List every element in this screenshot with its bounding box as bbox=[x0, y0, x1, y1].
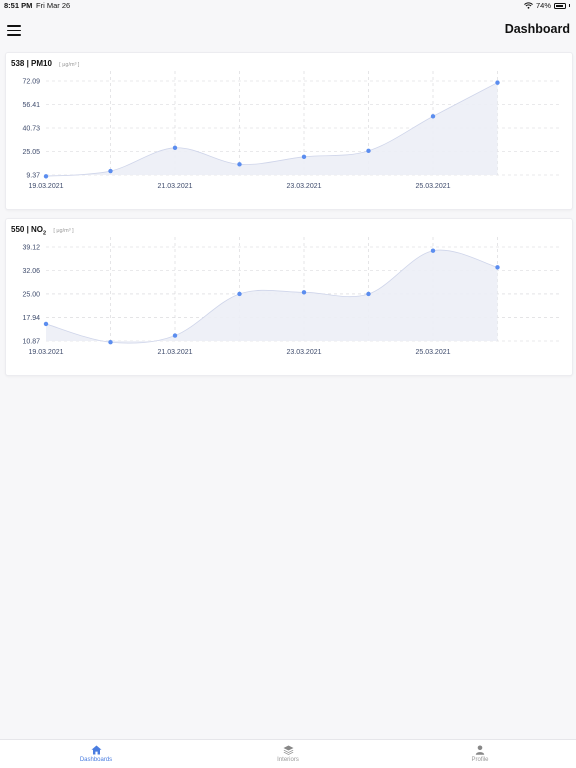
series-line bbox=[45, 249, 498, 344]
chart-title-prefix: 538 | bbox=[11, 59, 32, 68]
tab-label: Dashboards bbox=[79, 757, 113, 763]
y-tick-label: 72.09 bbox=[22, 79, 40, 86]
no2-chart[interactable]: 39.12 32.06 25.00 17.94 10.87 19.03.2021 21.03… bbox=[6, 219, 572, 375]
data-point bbox=[237, 162, 242, 167]
page-title: Dashboard bbox=[504, 22, 570, 36]
chart-title-sub: 2 bbox=[43, 230, 47, 237]
tab-profile[interactable]: Profile bbox=[384, 740, 576, 768]
data-point bbox=[172, 333, 178, 338]
y-tick-label: 25.05 bbox=[22, 149, 40, 156]
chart-card-no2: 550 | NO2 [ μg/m³ ] 39.12 32.06 25.00 17.94… bbox=[5, 218, 573, 376]
x-tick-label: 19.03.2021 bbox=[28, 183, 63, 190]
area-fill bbox=[46, 250, 498, 344]
x-tick-label: 21.03.2021 bbox=[157, 349, 192, 356]
series-line bbox=[45, 82, 498, 177]
y-tick-label: 17.94 bbox=[22, 315, 40, 322]
data-point bbox=[43, 321, 49, 327]
x-tick-label: 25.03.2021 bbox=[415, 349, 450, 356]
y-tick-label: 32.06 bbox=[22, 268, 40, 275]
chart-unit: [ μg/m³ ] bbox=[53, 228, 74, 234]
y-tick-label: 40.73 bbox=[22, 126, 40, 133]
data-point bbox=[366, 148, 371, 154]
status-bar: 8:51 PM Fri Mar 26 74% bbox=[0, 0, 576, 12]
menu-icon[interactable] bbox=[7, 25, 21, 37]
chart-title-main: NO bbox=[31, 225, 44, 234]
person-icon bbox=[475, 745, 485, 755]
y-tick-label: 9.37 bbox=[26, 173, 40, 180]
chart-title: 538 | PM10 [ μg/m³ ] bbox=[11, 59, 79, 71]
chart-card-pm10: 538 | PM10 [ μg/m³ ] 72.09 56.41 40.73 25.0… bbox=[5, 52, 573, 210]
status-time: 8:51 PM bbox=[4, 1, 33, 10]
data-point bbox=[495, 80, 500, 85]
data-point bbox=[172, 145, 178, 151]
app-header: Dashboard bbox=[0, 16, 576, 46]
data-point bbox=[301, 154, 307, 160]
wifi-icon bbox=[524, 2, 533, 9]
chart-title: 550 | NO2 [ μg/m³ ] bbox=[11, 225, 74, 237]
x-tick-label: 23.03.2021 bbox=[286, 183, 321, 190]
area-fill bbox=[46, 82, 498, 177]
tab-label: Interiors bbox=[277, 757, 299, 763]
y-tick-label: 56.41 bbox=[22, 102, 40, 109]
y-tick-label: 25.00 bbox=[22, 291, 40, 298]
data-point bbox=[495, 265, 500, 270]
x-tick-label: 23.03.2021 bbox=[286, 349, 321, 356]
data-point bbox=[237, 291, 242, 297]
x-tick-label: 25.03.2021 bbox=[415, 183, 450, 190]
home-icon bbox=[91, 745, 101, 755]
y-tick-label: 39.12 bbox=[22, 245, 40, 252]
data-point bbox=[43, 174, 49, 179]
data-point bbox=[430, 248, 436, 253]
tab-bar: Dashboards Interiors Profile bbox=[0, 739, 576, 768]
chart-unit: [ μg/m³ ] bbox=[59, 62, 80, 68]
data-point bbox=[108, 168, 113, 174]
tab-dashboards[interactable]: Dashboards bbox=[0, 740, 192, 768]
chart-title-main: PM10 bbox=[31, 59, 52, 68]
battery-tip bbox=[569, 4, 570, 7]
tab-label: Profile bbox=[471, 757, 489, 763]
battery-percent: 74% bbox=[535, 1, 551, 10]
x-tick-label: 21.03.2021 bbox=[157, 183, 192, 190]
x-tick-label: 19.03.2021 bbox=[28, 349, 63, 356]
tab-interiors[interactable]: Interiors bbox=[192, 740, 384, 768]
pm10-chart[interactable]: 72.09 56.41 40.73 25.05 9.37 19.03.2021 21.03.… bbox=[6, 53, 572, 209]
status-right: 74% bbox=[524, 1, 570, 10]
battery-icon bbox=[554, 2, 566, 9]
data-point bbox=[366, 291, 371, 297]
data-point bbox=[301, 290, 307, 295]
y-tick-label: 10.87 bbox=[22, 339, 40, 346]
status-date: Fri Mar 26 bbox=[36, 1, 71, 10]
data-point bbox=[430, 114, 436, 119]
chart-title-prefix: 550 | bbox=[11, 225, 32, 234]
layers-icon bbox=[283, 745, 293, 755]
data-point bbox=[108, 340, 113, 345]
